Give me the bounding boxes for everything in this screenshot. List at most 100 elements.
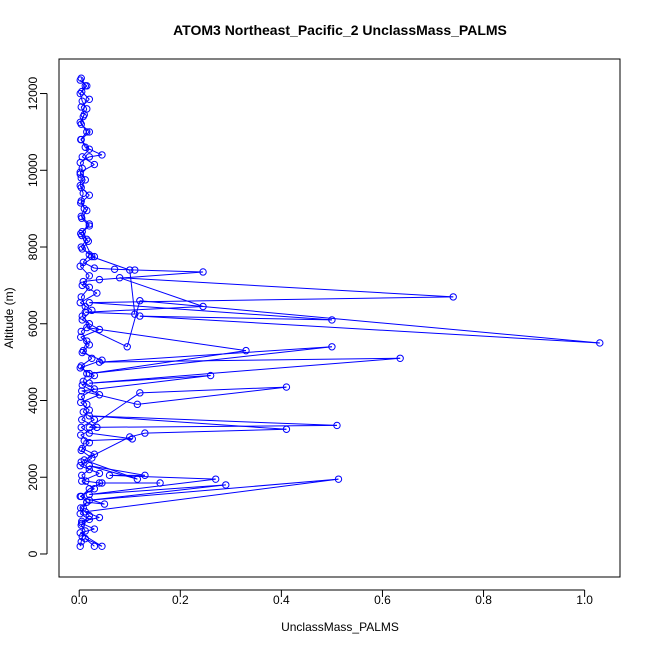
data-point: [85, 128, 94, 136]
data-point: [85, 220, 94, 228]
data-point: [76, 76, 84, 84]
data-point: [78, 281, 86, 290]
y-axis: 0 2000 4000 6000 8000 10000 12000: [26, 77, 48, 557]
x-tick-label: 0.0: [71, 593, 88, 607]
series-layer: [76, 74, 604, 551]
series-segment: [80, 194, 90, 204]
data-point: [83, 498, 91, 506]
series-segment: [79, 367, 95, 376]
data-point: [131, 310, 139, 318]
data-point: [77, 446, 85, 455]
data-point: [282, 383, 291, 391]
data-point: [77, 423, 85, 432]
data-point: [76, 262, 84, 270]
data-point: [78, 381, 86, 389]
data-point: [85, 465, 94, 474]
data-point: [136, 297, 144, 305]
series-segment: [80, 187, 90, 196]
data-point: [77, 293, 85, 301]
x-tick-label: 0.4: [273, 593, 290, 607]
series-segment: [84, 538, 95, 547]
series-segment: [80, 396, 88, 405]
y-tick-label: 4000: [26, 387, 40, 414]
data-point: [141, 471, 149, 480]
data-point: [83, 323, 91, 332]
series-segment: [80, 528, 95, 534]
series-segment: [81, 217, 90, 227]
data-point: [98, 151, 106, 159]
data-point: [85, 320, 94, 328]
series-segment: [119, 277, 204, 307]
data-point: [81, 534, 89, 543]
series-segment: [89, 478, 216, 496]
data-point: [136, 312, 144, 320]
series-segment: [144, 428, 287, 434]
series-segment: [80, 131, 90, 140]
data-point: [77, 135, 85, 144]
series-segment: [80, 419, 95, 428]
data-point: [90, 485, 99, 493]
y-tick-label: 6000: [26, 310, 40, 337]
series-segment: [80, 359, 103, 369]
series-segment: [81, 100, 88, 110]
data-point: [84, 237, 93, 245]
series-segment: [86, 327, 128, 348]
data-point: [77, 229, 85, 238]
series-segment: [82, 404, 88, 413]
data-point: [78, 387, 86, 395]
data-point: [242, 346, 250, 355]
data-point: [79, 504, 87, 512]
data-point: [199, 302, 207, 311]
data-point: [126, 266, 134, 274]
data-point: [95, 325, 104, 334]
data-point: [333, 421, 341, 430]
data-point: [95, 479, 104, 487]
series-segment: [81, 248, 95, 258]
series-segment: [85, 305, 204, 313]
series-segment: [80, 434, 90, 444]
data-point: [98, 542, 106, 551]
series-segment: [129, 432, 146, 438]
series-segment: [82, 411, 95, 421]
data-point: [76, 118, 84, 127]
data-point: [90, 264, 99, 272]
data-point: [126, 433, 134, 441]
series-segment: [80, 357, 93, 367]
data-point: [328, 316, 336, 324]
series-segment: [89, 154, 103, 158]
series-segment: [99, 346, 332, 363]
data-point: [90, 371, 99, 380]
series-segment: [139, 386, 287, 394]
series-segment: [86, 327, 247, 352]
data-point: [77, 103, 85, 111]
x-tick-label: 0.2: [172, 593, 189, 607]
data-point: [81, 302, 89, 311]
series-segment: [81, 240, 89, 250]
series-segment: [84, 436, 130, 461]
data-point: [76, 542, 84, 551]
data-point: [449, 293, 457, 301]
data-point: [98, 479, 106, 487]
data-point: [85, 341, 94, 349]
data-point: [85, 222, 94, 230]
series-segment: [81, 480, 95, 490]
data-point: [85, 406, 94, 414]
series-segment: [85, 478, 339, 513]
y-tick-label: 0: [26, 550, 40, 557]
data-point: [83, 128, 91, 136]
series-segment: [80, 131, 88, 140]
series-segment: [80, 449, 93, 459]
data-point: [78, 517, 86, 526]
series-segment: [139, 315, 332, 321]
data-point: [90, 160, 99, 169]
series-segment: [81, 210, 88, 219]
series-segment: [139, 315, 600, 344]
data-point: [76, 509, 84, 518]
x-tick-label: 0.8: [475, 593, 492, 607]
y-tick-label: 2000: [26, 464, 40, 491]
data-point: [98, 356, 106, 364]
data-point: [222, 481, 230, 489]
data-point: [85, 511, 94, 520]
series-segment: [80, 98, 90, 108]
